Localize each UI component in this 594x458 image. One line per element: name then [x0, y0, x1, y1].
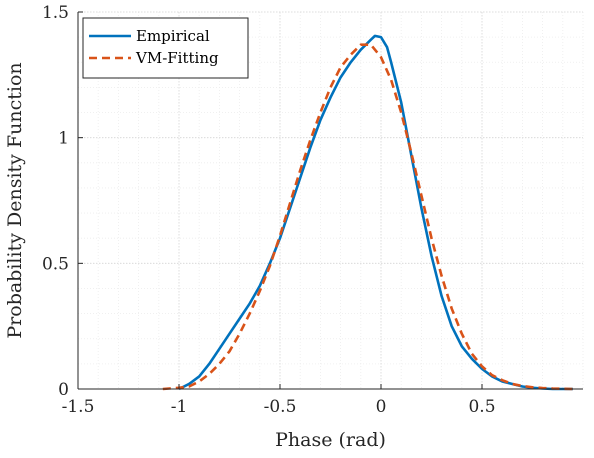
legend-entry-vm-fitting: VM-Fitting: [135, 49, 219, 67]
y-axis-label: Probability Density Function: [4, 62, 26, 338]
y-tick-label: 1.5: [42, 3, 69, 23]
x-tick-label: -0.5: [264, 397, 297, 417]
legend-entry-empirical: Empirical: [136, 27, 210, 45]
series-layer: [162, 34, 573, 391]
x-tick-label: 0.5: [468, 397, 495, 417]
x-tick-label: -1.5: [62, 397, 95, 417]
axes: [77, 11, 583, 390]
y-tick-label: 1: [58, 129, 69, 149]
x-axis-label: Phase (rad): [275, 429, 386, 451]
x-tick-label: 0: [376, 397, 387, 417]
tick-labels: -1.5 -1 -0.5 0 0.5 0 0.5 1 1.5: [42, 3, 496, 417]
y-tick-label: 0.5: [42, 254, 69, 274]
x-tick-label: -1: [171, 397, 188, 417]
legend: Empirical VM-Fitting: [82, 17, 249, 79]
legend-box: [82, 17, 249, 79]
series-line-vm-fitting: [162, 43, 573, 391]
y-tick-label: 0: [58, 380, 69, 400]
